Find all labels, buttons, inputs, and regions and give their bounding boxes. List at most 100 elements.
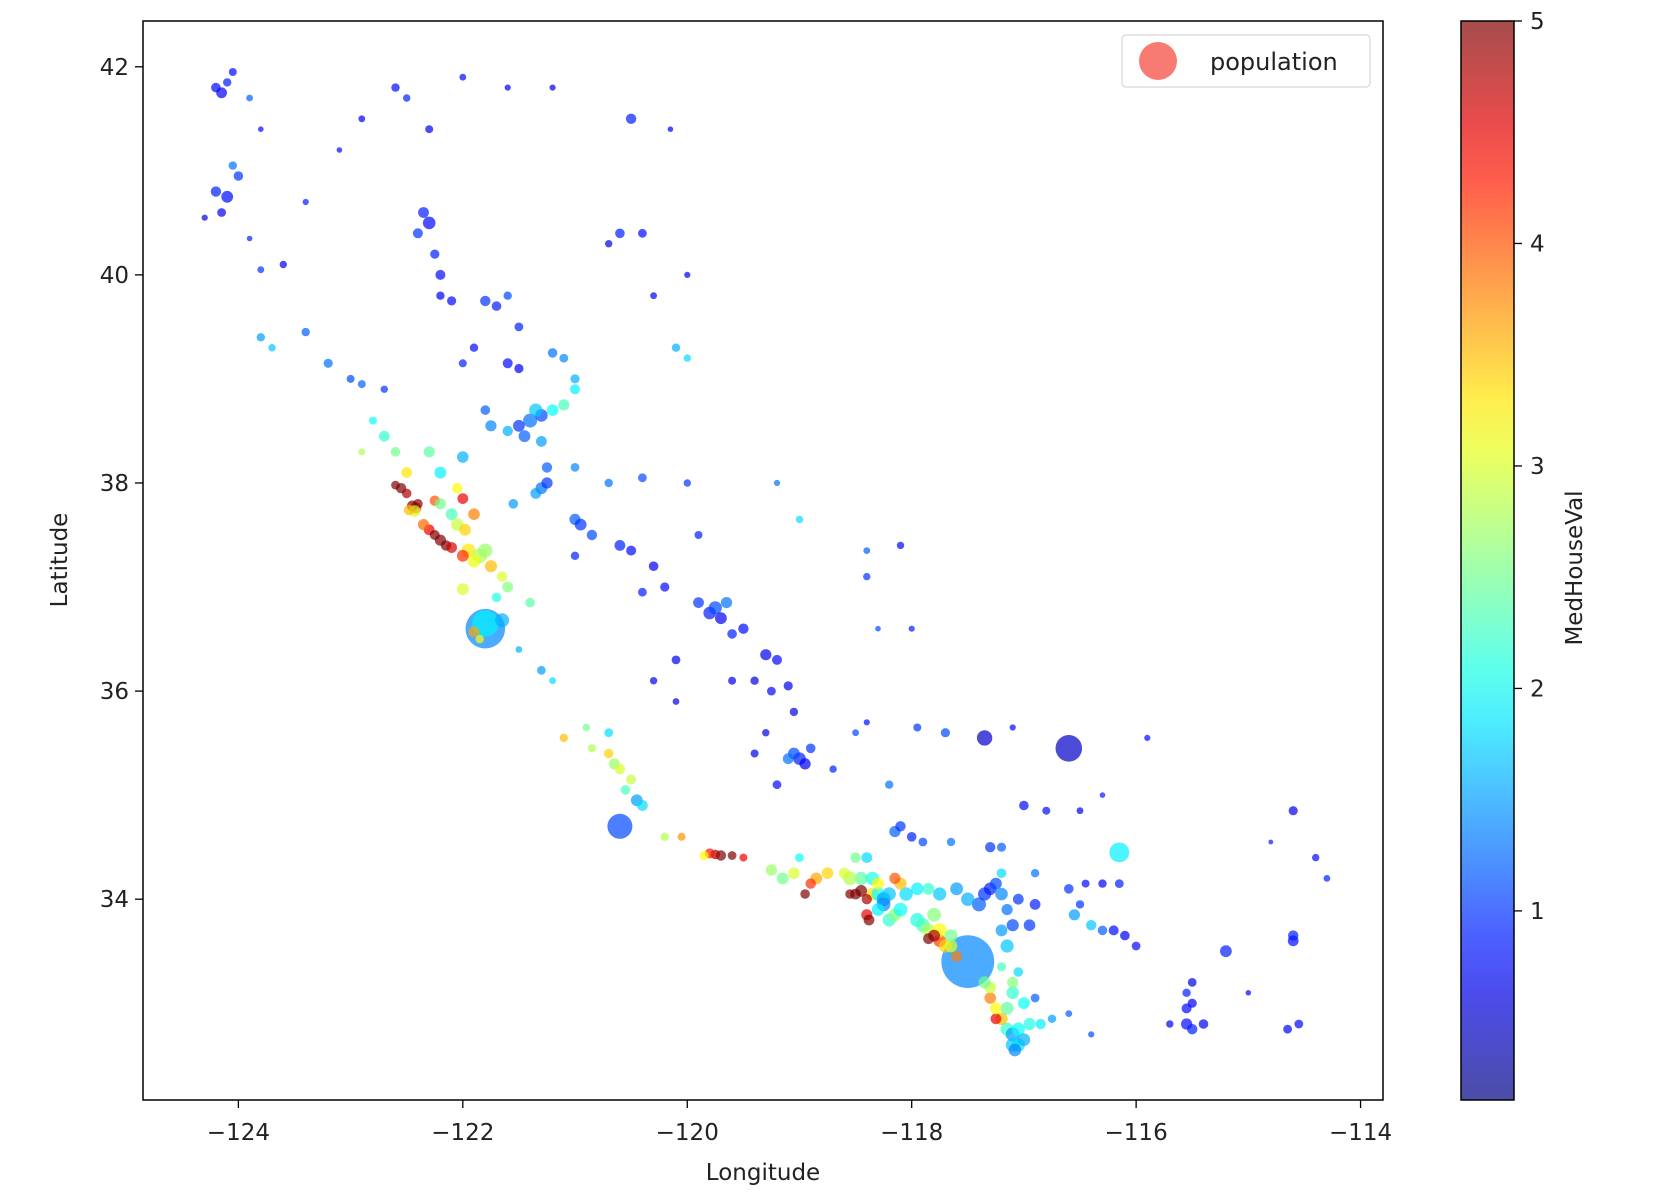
data-point	[558, 399, 570, 411]
data-point	[508, 499, 519, 509]
data-point	[863, 547, 871, 554]
data-point	[776, 872, 789, 885]
x-tick-label: −122	[431, 1120, 494, 1146]
data-point	[417, 519, 430, 531]
colorbar-tick-label: 1	[1530, 899, 1545, 925]
data-point	[495, 613, 510, 628]
data-point	[1081, 879, 1090, 888]
data-point	[369, 416, 377, 425]
data-point	[523, 413, 538, 428]
colorbar-tick-label: 5	[1530, 9, 1545, 35]
data-point	[336, 147, 343, 153]
data-point	[871, 903, 885, 916]
data-point	[1323, 875, 1331, 882]
data-point	[933, 887, 947, 901]
data-point	[895, 821, 906, 832]
data-point	[985, 842, 996, 853]
data-point	[605, 240, 613, 248]
data-point	[246, 94, 254, 102]
data-point	[667, 126, 674, 132]
data-point	[978, 976, 991, 989]
data-point	[216, 87, 228, 99]
data-point	[972, 897, 986, 912]
data-point	[549, 84, 556, 91]
data-point	[445, 508, 458, 521]
x-axis-ticks: −124 −122 −120 −118 −116 −114	[207, 1100, 1392, 1146]
data-point	[574, 518, 587, 531]
data-point	[995, 887, 1008, 901]
data-point	[762, 729, 770, 737]
data-point	[1006, 986, 1019, 1000]
data-point	[946, 837, 956, 847]
data-point	[478, 543, 493, 558]
data-point	[1283, 1024, 1292, 1034]
data-point	[976, 730, 993, 746]
data-point	[772, 654, 782, 665]
data-point	[502, 581, 514, 593]
data-point	[944, 929, 958, 942]
data-point	[469, 343, 479, 352]
data-point	[944, 939, 958, 953]
data-point	[480, 295, 491, 307]
data-point	[1187, 1023, 1198, 1035]
data-point	[799, 758, 811, 770]
data-point	[403, 94, 411, 102]
data-point	[677, 832, 686, 841]
data-point	[728, 676, 737, 685]
data-point	[1030, 993, 1040, 1003]
legend-marker-circle	[1139, 42, 1177, 80]
data-point	[446, 542, 457, 553]
data-point	[861, 894, 872, 905]
data-point	[683, 354, 691, 362]
data-point	[391, 480, 400, 490]
data-point	[1131, 941, 1141, 951]
data-point	[459, 523, 471, 536]
data-point	[357, 380, 366, 389]
x-tick-label: −116	[1105, 1120, 1168, 1146]
data-point	[861, 852, 873, 863]
data-point	[889, 872, 901, 885]
data-point	[233, 171, 244, 181]
data-point	[503, 291, 512, 300]
data-point	[604, 478, 613, 488]
data-point	[1012, 893, 1024, 905]
data-point	[587, 744, 597, 753]
data-point	[423, 446, 435, 458]
data-point	[1144, 734, 1151, 742]
data-point	[201, 214, 208, 221]
data-point	[671, 655, 681, 665]
data-point	[750, 676, 759, 685]
data-point	[1019, 800, 1029, 811]
data-point	[715, 612, 727, 625]
data-point	[990, 877, 1002, 890]
data-point	[358, 115, 366, 123]
data-point	[491, 301, 502, 311]
y-tick-label: 34	[100, 887, 129, 913]
data-point	[727, 851, 737, 860]
data-point	[604, 728, 614, 738]
data-point	[403, 504, 415, 516]
data-point	[570, 384, 580, 395]
data-point	[795, 515, 804, 524]
data-point	[1008, 1043, 1022, 1057]
data-point	[990, 1013, 1002, 1025]
data-point	[821, 867, 834, 879]
data-point	[1001, 904, 1013, 916]
data-point	[485, 420, 497, 432]
y-tick-label: 40	[100, 263, 129, 289]
data-point	[228, 161, 237, 170]
data-point	[541, 462, 553, 473]
data-point	[838, 867, 851, 879]
data-point	[940, 728, 951, 738]
data-point	[452, 483, 463, 494]
data-point	[456, 583, 469, 595]
data-point	[683, 479, 691, 487]
data-point	[996, 868, 1007, 878]
colorbar-tick-label: 4	[1530, 231, 1545, 257]
colorbar: 1 2 3 4 5 MedHouseVal	[1460, 9, 1588, 1101]
data-point	[773, 479, 781, 487]
data-point	[1064, 884, 1074, 894]
data-point	[896, 541, 905, 550]
data-point	[1098, 879, 1107, 888]
data-point	[660, 832, 669, 841]
